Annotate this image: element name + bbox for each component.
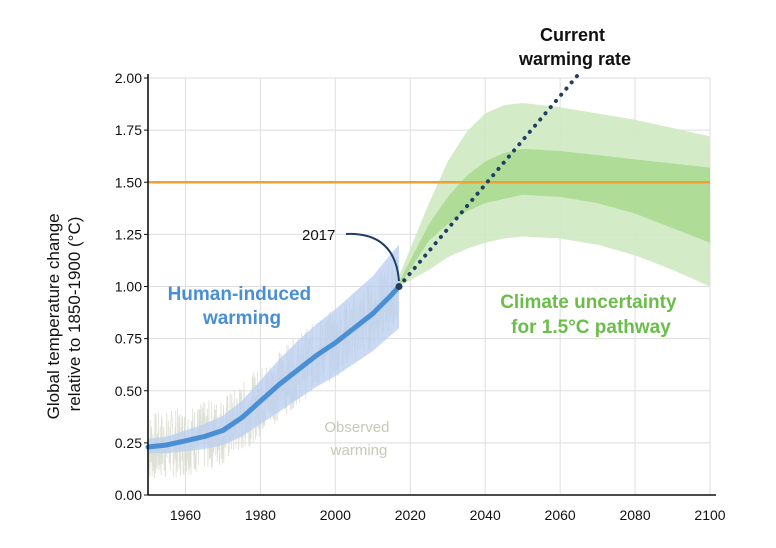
climate-uncertainty-label: Climate uncertainty for 1.5°C pathway [500,292,682,338]
current-warming-rate-label-line-1: Current [540,25,605,45]
y-axis-label-line-1: Global temperature change [44,213,63,419]
human-induced-warming-label-line-2: warming [202,308,281,329]
series-lines [145,71,581,450]
point-2017 [395,283,403,290]
y-tick-label-8: 2.00 [115,70,142,86]
x-tick-label-2060: 2060 [545,507,576,523]
x-tick-label-1980: 1980 [245,507,276,523]
y-axis-label: Global temperature change relative to 18… [44,209,84,420]
current-warming-rate-label: Current warming rate [518,25,631,69]
blue-uncertainty-band [148,244,400,454]
y-tick-label-4: 1.00 [115,279,142,295]
y-tick-label-7: 1.75 [115,122,142,138]
x-tick-label-2040: 2040 [470,507,501,523]
x-tick-label-2000: 2000 [320,507,351,523]
observed-warming-label-line-1: Observed [324,419,389,436]
observed-warming-label-line-2: warming [330,442,388,459]
x-tick-label-2100: 2100 [694,507,725,523]
y-tick-label-2: 0.50 [115,383,142,399]
x-tick-label-2020: 2020 [395,507,426,523]
y-tick-label-5: 1.25 [115,226,142,242]
y-tick-label-1: 0.25 [115,435,142,451]
human-induced-warming-label-line-1: Human-induced [168,284,312,305]
human-induced-warming-line [145,284,402,450]
x-tick-label-2080: 2080 [619,507,650,523]
annotation-2017-arrow [345,232,400,282]
x-tick-label-1960: 1960 [170,507,201,523]
y-axis-label-line-2: relative to 1850-1900 (°C) [65,217,84,412]
y-tick-label-0: 0.00 [115,487,142,503]
current-warming-rate-line [397,71,581,289]
y-tick-label-6: 1.50 [115,174,142,190]
axes [144,74,716,496]
climate-uncertainty-label-line-1: Climate uncertainty [500,292,677,313]
observed-warming-label: Observed warming [324,419,393,459]
annotation-2017-label: 2017 [302,227,335,244]
human-induced-warming-label: Human-induced warming [168,284,317,329]
climate-uncertainty-label-line-2: for 1.5°C pathway [511,317,671,338]
y-tick-label-3: 0.75 [115,331,142,347]
uncertainty-bands [148,103,710,454]
current-warming-rate-label-line-2: warming rate [518,49,631,69]
tick-labels: 0.00 0.25 0.50 0.75 1.00 1.25 1.50 1.75 2.00 1960… [115,70,726,523]
